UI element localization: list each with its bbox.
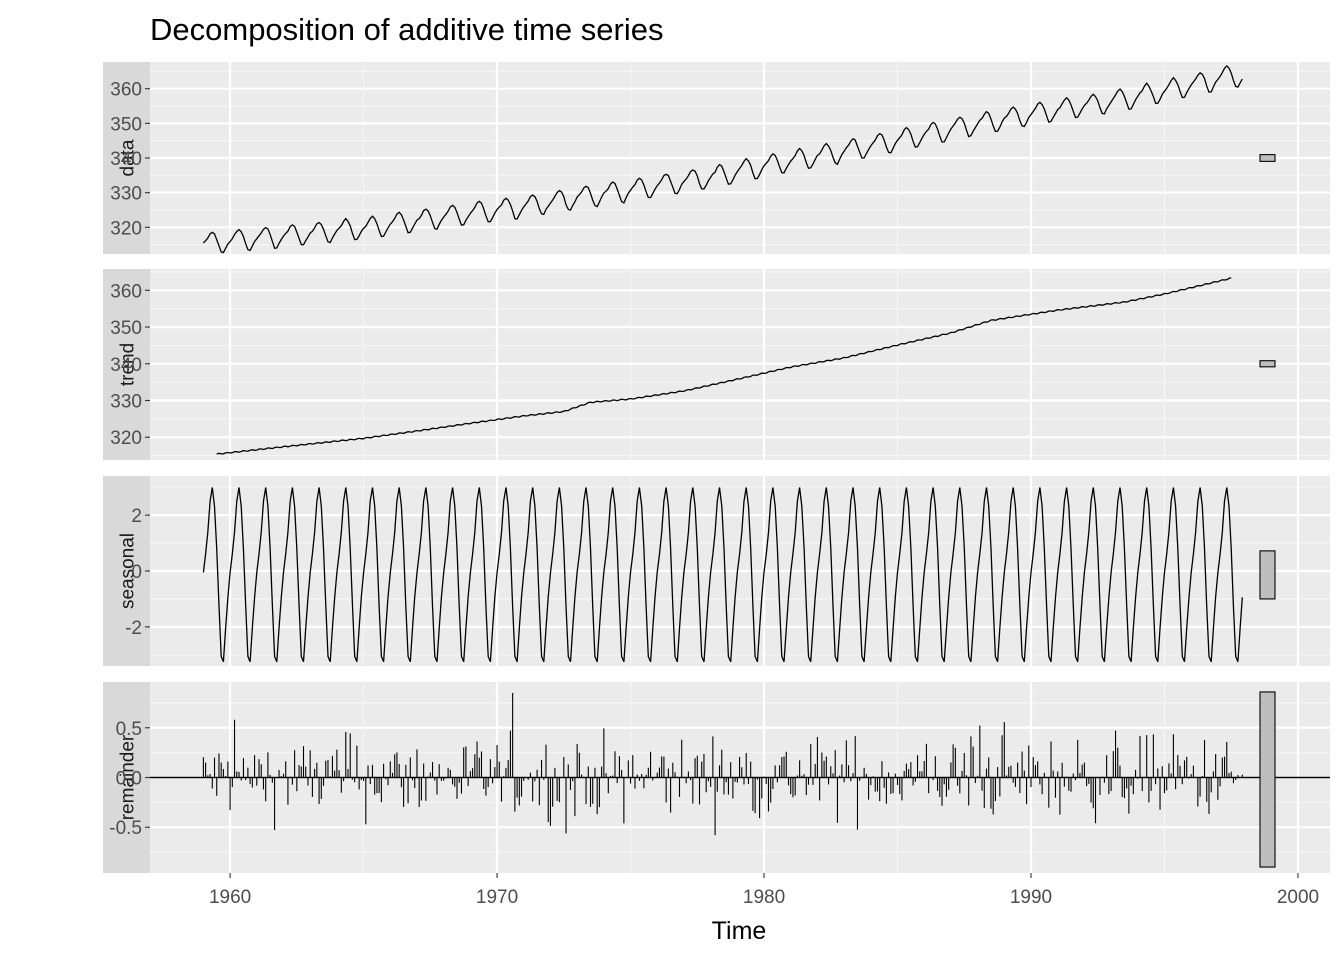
y-tick-label: 320 bbox=[110, 428, 142, 449]
x-tick-label: 1970 bbox=[476, 887, 518, 908]
y-tick-label: -2 bbox=[125, 618, 142, 639]
y-tick-label: 340 bbox=[110, 149, 142, 170]
y-tick-label: 360 bbox=[110, 80, 142, 101]
y-tick-label: 340 bbox=[110, 355, 142, 376]
panel-seasonal: seasonal -2 0 2 bbox=[103, 476, 1330, 666]
strip-trend bbox=[103, 269, 150, 460]
x-tick-label: 1980 bbox=[743, 887, 785, 908]
y-tick-label: 360 bbox=[110, 281, 142, 302]
strip-label-remainder: remainder bbox=[118, 734, 139, 820]
series-line-trend bbox=[216, 277, 1232, 455]
series-line-data bbox=[202, 64, 1243, 254]
y-tick-label: 0 bbox=[131, 562, 142, 583]
panel-marks-data bbox=[202, 64, 1276, 254]
panel-remainder: remainder-0.5 0.0 0.5 bbox=[103, 682, 1330, 873]
range-bar-remainder bbox=[1259, 691, 1276, 868]
y-tick-label: 2 bbox=[131, 506, 142, 527]
panel-marks-seasonal bbox=[202, 487, 1276, 663]
strip-seasonal bbox=[103, 476, 150, 666]
strip-remainder bbox=[103, 682, 150, 873]
chart-title: Decomposition of additive time series bbox=[150, 12, 663, 47]
x-tick-label: 1990 bbox=[1010, 887, 1052, 908]
range-bar-seasonal bbox=[1259, 550, 1276, 600]
panel-data: data 320 330 340 350 360 bbox=[103, 62, 1330, 254]
y-tick-label: 320 bbox=[110, 218, 142, 239]
y-tick-label: 330 bbox=[110, 391, 142, 412]
panel-marks-trend bbox=[216, 277, 1276, 455]
strip-label-data: data bbox=[118, 139, 139, 176]
panels: data 320 330 340 350 360 trend 320 330 340 350 360 s… bbox=[103, 62, 1330, 873]
strip-label-seasonal: seasonal bbox=[118, 533, 139, 609]
y-tick-label: 0.0 bbox=[116, 769, 142, 790]
y-tick-label: 350 bbox=[110, 114, 142, 135]
y-tick-label: 330 bbox=[110, 184, 142, 205]
y-tick-label: -0.5 bbox=[109, 818, 142, 839]
panel-marks-remainder bbox=[150, 691, 1330, 868]
x-axis-title: Time bbox=[712, 917, 767, 945]
y-tick-label: 350 bbox=[110, 318, 142, 339]
y-tick-label: 0.5 bbox=[116, 719, 142, 740]
range-bar-trend bbox=[1259, 360, 1276, 368]
strip-label-trend: trend bbox=[118, 343, 139, 386]
x-tick-label: 1960 bbox=[209, 887, 251, 908]
range-bar-data bbox=[1259, 154, 1276, 162]
strip-data bbox=[103, 62, 150, 254]
x-tick-label: 2000 bbox=[1277, 887, 1319, 908]
series-line-seasonal bbox=[202, 487, 1243, 663]
x-axis: 1960 1970 1980 1990 2000 bbox=[209, 873, 1319, 908]
panel-trend: trend 320 330 340 350 360 bbox=[103, 269, 1330, 460]
